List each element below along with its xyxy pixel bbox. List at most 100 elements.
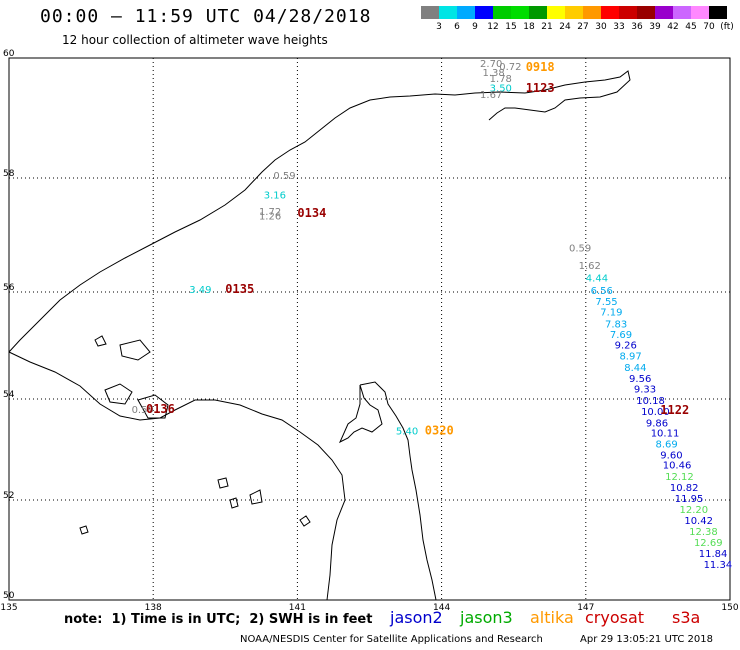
wave-height-value: 12.38 bbox=[689, 527, 718, 538]
color-scale-labels: 3 6 9 12 15 18 21 24 27 30 33 36 39 42 45 70 (ft) bbox=[421, 22, 740, 34]
wave-height-value: 0.59 bbox=[273, 171, 295, 182]
scale-swatch bbox=[565, 6, 583, 19]
legend-cryosat: cryosat bbox=[585, 608, 645, 627]
wave-height-value: 11.84 bbox=[699, 549, 728, 560]
scale-label: 70 bbox=[703, 22, 715, 32]
scale-swatch bbox=[547, 6, 565, 19]
wave-height-value: 1.26 bbox=[259, 212, 281, 223]
legend-s3a: s3a bbox=[672, 608, 701, 627]
legend-jason2: jason2 bbox=[390, 608, 443, 627]
scale-swatch bbox=[637, 6, 655, 19]
wave-height-value: 12.69 bbox=[694, 538, 723, 549]
map-subtitle: 12 hour collection of altimeter wave hei… bbox=[62, 33, 328, 47]
credit-line: NOAA/NESDIS Center for Satellite Applica… bbox=[240, 634, 543, 645]
wave-height-value: 2.70 bbox=[480, 59, 502, 70]
wave-height-value: 4.44 bbox=[586, 274, 608, 285]
wave-height-value: 8.69 bbox=[655, 439, 677, 450]
pass-time-label: 0136 bbox=[146, 402, 175, 416]
coastline-mainland bbox=[8, 70, 631, 353]
scale-label: 6 bbox=[454, 22, 460, 32]
scale-swatch bbox=[511, 6, 529, 19]
coastline-amur-region bbox=[8, 351, 346, 601]
wave-height-value: 11.95 bbox=[675, 494, 704, 505]
scale-label: 24 bbox=[559, 22, 571, 32]
wave-height-value: 9.86 bbox=[646, 418, 668, 429]
shantar-islands bbox=[79, 335, 311, 535]
lon-tick-label: 144 bbox=[433, 603, 450, 613]
footer-note: note: 1) Time is in UTC; 2) SWH is in fe… bbox=[64, 612, 373, 627]
scale-label: 45 bbox=[685, 22, 697, 32]
satellite-pass-labels: 0918 1123 0134 0135 0136 0320 1122 bbox=[146, 60, 689, 437]
scale-swatch bbox=[619, 6, 637, 19]
wave-height-value: 12.12 bbox=[665, 472, 694, 483]
wave-height-value: 10.00 bbox=[641, 407, 670, 418]
wave-height-value: 1.72 bbox=[259, 207, 281, 218]
wave-height-value: 8.97 bbox=[619, 351, 641, 362]
scale-swatch bbox=[601, 6, 619, 19]
scale-swatch bbox=[709, 6, 727, 19]
wave-height-value: 0.72 bbox=[499, 62, 521, 73]
wave-height-value: 1.78 bbox=[490, 74, 512, 85]
scale-swatch bbox=[583, 6, 601, 19]
wave-height-value: 9.33 bbox=[634, 385, 656, 396]
scale-label: 21 bbox=[541, 22, 553, 32]
lat-tick-label: 56 bbox=[3, 283, 15, 293]
lat-tick-label: 58 bbox=[3, 169, 15, 179]
scale-swatch bbox=[439, 6, 457, 19]
scale-swatch bbox=[475, 6, 493, 19]
wave-height-value: 9.56 bbox=[629, 374, 651, 385]
wave-height-value: 10.42 bbox=[684, 516, 713, 527]
wave-height-value: 12.20 bbox=[680, 505, 709, 516]
scale-label: 27 bbox=[577, 22, 589, 32]
lat-tick-label: 52 bbox=[3, 491, 14, 501]
wave-height-value: 5.40 bbox=[396, 426, 418, 437]
lon-tick-label: 138 bbox=[145, 603, 162, 613]
scale-label: 9 bbox=[472, 22, 478, 32]
wave-height-value: 10.82 bbox=[670, 483, 699, 494]
wave-height-value: 7.69 bbox=[610, 330, 632, 341]
lat-tick-label: 54 bbox=[3, 390, 15, 400]
lon-tick-label: 147 bbox=[577, 603, 594, 613]
pass-time-label: 1123 bbox=[526, 81, 555, 95]
scale-swatch bbox=[673, 6, 691, 19]
legend-jason3: jason3 bbox=[460, 608, 513, 627]
scale-label: 18 bbox=[523, 22, 535, 32]
wave-height-value: 1.67 bbox=[480, 90, 502, 101]
lon-tick-label: 150 bbox=[721, 603, 738, 613]
scale-label: 30 bbox=[595, 22, 607, 32]
wave-height-value: 10.18 bbox=[636, 396, 665, 407]
pass-time-label: 0135 bbox=[225, 282, 254, 296]
wave-height-value: 3.49 bbox=[189, 285, 211, 296]
pass-time-label: 0918 bbox=[526, 60, 555, 74]
pass-time-label: 0320 bbox=[425, 423, 454, 437]
scale-swatch bbox=[493, 6, 511, 19]
wave-height-value: 9.26 bbox=[615, 341, 637, 352]
wave-height-value: 10.46 bbox=[663, 461, 692, 472]
scale-label: 3 bbox=[436, 22, 442, 32]
wave-height-value: 3.16 bbox=[264, 191, 286, 202]
lat-tick-label: 50 bbox=[3, 591, 15, 601]
wave-height-value: 0.59 bbox=[132, 405, 154, 416]
legend-altika: altika bbox=[530, 608, 574, 627]
wave-height-value: 1.62 bbox=[579, 261, 601, 272]
generated-timestamp: Apr 29 13:05:21 UTC 2018 bbox=[580, 634, 713, 645]
pass-time-label: 0134 bbox=[297, 206, 326, 220]
scale-swatch bbox=[655, 6, 673, 19]
scale-label: 36 bbox=[631, 22, 643, 32]
wave-height-value: 9.60 bbox=[660, 451, 682, 462]
pass-time-label: 1122 bbox=[660, 403, 689, 417]
scale-swatch bbox=[421, 6, 439, 19]
wave-height-value: 1.38 bbox=[482, 68, 504, 79]
scale-label: 12 bbox=[487, 22, 499, 32]
wave-height-value: 10.11 bbox=[651, 428, 680, 439]
scale-label: 39 bbox=[649, 22, 661, 32]
wave-height-value: 6.56 bbox=[591, 286, 613, 297]
wave-height-value: 7.55 bbox=[595, 297, 617, 308]
wave-height-value: 3.50 bbox=[490, 84, 512, 95]
wave-height-value: 11.34 bbox=[704, 560, 733, 571]
scale-label: 33 bbox=[613, 22, 625, 32]
map-frame bbox=[8, 57, 731, 601]
wave-height-value: 8.44 bbox=[624, 363, 646, 374]
lat-tick-label: 60 bbox=[3, 49, 15, 59]
